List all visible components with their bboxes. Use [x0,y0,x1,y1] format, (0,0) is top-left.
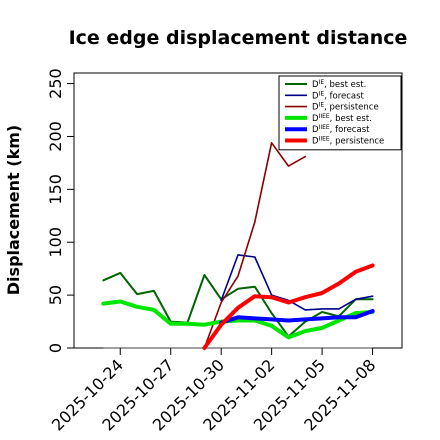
series-line-1 [220,254,374,311]
legend-label-3: DIIEE, best est. [312,113,372,124]
y-tick-label: 150 [46,174,65,205]
chart-title: Ice edge displacement distance [69,27,408,49]
legend-label-4: DIIEE, forecast [312,124,370,135]
series-line-2 [203,142,307,349]
legend-label-2: DIE, persistence [312,102,379,113]
series-line-4 [219,309,375,325]
y-tick-label: 250 [46,68,65,99]
series-line-5 [202,263,375,350]
series-line-0 [102,271,374,338]
series-layer [101,142,375,350]
legend-box [278,75,402,151]
y-tick-label: 50 [46,285,65,305]
series-line-3 [101,299,375,340]
legend-label-1: DIE, forecast [312,90,365,101]
legend-label-0: DIE, best est. [312,79,366,90]
y-axis-title: Displacement (km) [4,125,23,295]
x-axis: 2025-10-242025-10-272025-10-302025-11-02… [48,348,379,435]
y-axis: 0 50 100 150 200 250 [46,68,74,353]
y-tick-label: 100 [46,227,65,258]
legend-label-5: DIIEE, persistence [312,136,384,147]
y-tick-label: 0 [46,343,65,353]
y-tick-label: 200 [46,121,65,152]
